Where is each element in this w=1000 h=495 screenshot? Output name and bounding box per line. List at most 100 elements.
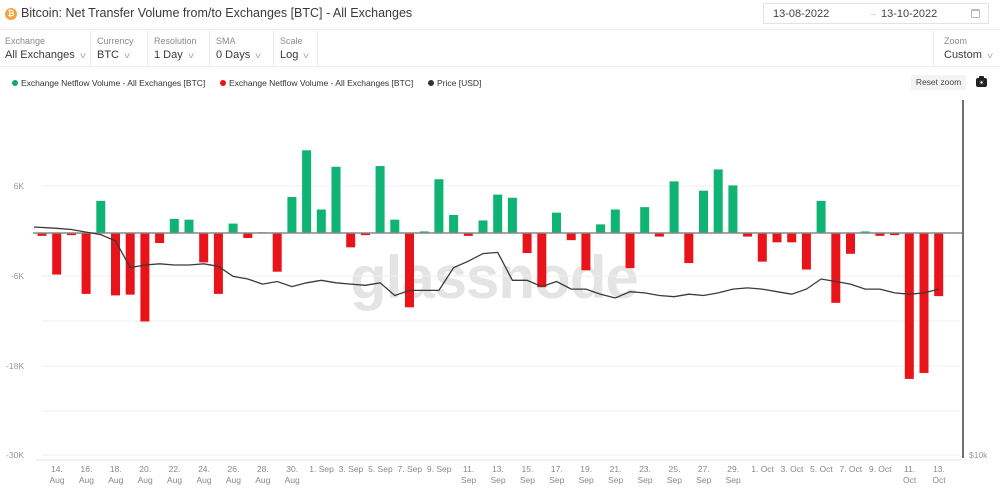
netflow-bar[interactable] [787,233,797,243]
netflow-bar[interactable] [713,169,723,233]
legend-item-outflow[interactable]: Exchange Netflow Volume - All Exchanges … [220,78,413,88]
netflow-bar[interactable] [507,197,517,233]
x-tick-label: Sep [490,475,505,485]
netflow-bar[interactable] [199,233,209,263]
x-tick-label: 23. [639,464,651,474]
x-tick-label: Sep [667,475,682,485]
resolution-dropdown[interactable]: Resolution 1 Day v [149,31,210,67]
date-start-input[interactable]: 13-08-2022 [773,8,830,20]
netflow-bar[interactable] [287,196,297,233]
netflow-bar[interactable] [684,233,694,264]
x-tick-label: 20. [139,464,151,474]
x-tick-label: 26. [227,464,239,474]
netflow-bar[interactable] [640,207,650,233]
exchange-dropdown[interactable]: Exchange All Exchanges v [0,31,91,67]
netflow-bar[interactable] [757,233,767,262]
y-tick-label: -30K [6,450,24,460]
netflow-bar[interactable] [904,233,914,379]
netflow-bar[interactable] [405,233,414,308]
netflow-bar[interactable] [140,233,150,322]
netflow-bar[interactable] [699,190,708,233]
x-tick-label: Sep [520,475,535,485]
scale-dropdown[interactable]: Scale Log v [275,31,318,67]
netflow-bar[interactable] [37,233,47,236]
netflow-bar[interactable] [801,233,811,270]
netflow-bar[interactable] [346,233,356,248]
currency-dropdown[interactable]: Currency BTC v [92,31,148,67]
legend-item-price[interactable]: Price [USD] [428,78,481,88]
arrow-right-icon: → [868,8,877,18]
x-tick-label: Sep [608,475,623,485]
x-tick-label: 13. [933,464,945,474]
netflow-bar[interactable] [331,166,341,233]
zoom-dropdown[interactable]: Zoom Custom v [933,31,1000,67]
netflow-bar[interactable] [816,200,826,233]
netflow-bar[interactable] [96,200,106,233]
price-line [33,226,939,299]
netflow-bar[interactable] [831,233,841,303]
x-tick-label: 16. [80,464,92,474]
netflow-bar[interactable] [184,219,194,233]
zoom-value: Custom [944,49,982,61]
netflow-bar[interactable] [272,233,282,272]
netflow-bar[interactable] [728,185,738,233]
netflow-bar[interactable] [522,233,532,254]
netflow-bar[interactable] [111,233,120,296]
netflow-bar[interactable] [919,233,929,373]
netflow-bar[interactable] [890,233,900,236]
netflow-bar[interactable] [581,233,591,271]
netflow-bar[interactable] [81,233,91,294]
x-tick-label: 11. [904,464,915,474]
sma-label: SMA [216,36,236,46]
netflow-bar[interactable] [934,233,944,297]
netflow-bar[interactable] [302,150,312,233]
x-tick-label: Aug [49,475,64,485]
netflow-bar[interactable] [625,233,635,269]
netflow-bar[interactable] [566,233,576,241]
date-end-input[interactable]: 13-10-2022 [881,8,938,20]
netflow-bar[interactable] [860,231,870,233]
x-tick-label: Sep [579,475,594,485]
x-tick-label: 24. [198,464,210,474]
netflow-bar[interactable] [463,233,473,236]
netflow-bar[interactable] [169,218,179,233]
netflow-bar[interactable] [449,214,459,233]
netflow-bar[interactable] [434,179,444,233]
netflow-bar[interactable] [478,220,488,233]
netflow-bar[interactable] [493,194,503,233]
netflow-bar[interactable] [213,233,223,294]
netflow-bar[interactable] [743,233,753,237]
netflow-bar[interactable] [125,233,135,295]
camera-icon[interactable] [976,76,987,87]
x-tick-label: Sep [549,475,564,485]
netflow-bar[interactable] [669,181,679,233]
sma-dropdown[interactable]: SMA 0 Days v [211,31,274,67]
resolution-value: 1 Day [154,49,183,61]
legend-dot-red-icon [220,80,226,86]
netflow-bar[interactable] [66,233,76,236]
netflow-bar[interactable] [375,166,385,233]
netflow-bar[interactable] [610,209,620,234]
legend-item-inflow[interactable]: Exchange Netflow Volume - All Exchanges … [12,78,205,88]
netflow-bar[interactable] [846,233,855,254]
reset-zoom-button[interactable]: Reset zoom [911,75,966,90]
calendar-icon[interactable] [971,9,980,18]
netflow-bar[interactable] [390,219,400,233]
date-range-picker[interactable]: 13-08-2022 → 13-10-2022 [763,3,989,24]
netflow-bar[interactable] [52,233,62,275]
netflow-bar[interactable] [228,223,238,233]
netflow-bar[interactable] [316,209,326,234]
netflow-bar[interactable] [155,233,165,244]
netflow-bar[interactable] [654,233,664,237]
netflow-bar[interactable] [243,233,253,239]
netflow-bar[interactable] [552,212,561,233]
chart-plot-area[interactable]: 6K-6K-18K-30K $10k14.Aug16.Aug18.Aug20.Au… [0,95,1000,495]
netflow-bar[interactable] [875,233,885,236]
x-tick-label: Aug [196,475,211,485]
netflow-bar[interactable] [537,233,547,288]
netflow-bar[interactable] [596,224,606,233]
netflow-bar[interactable] [419,231,429,233]
netflow-bar[interactable] [360,233,370,236]
netflow-bar[interactable] [772,233,782,243]
chevron-down-icon: v [124,51,130,60]
